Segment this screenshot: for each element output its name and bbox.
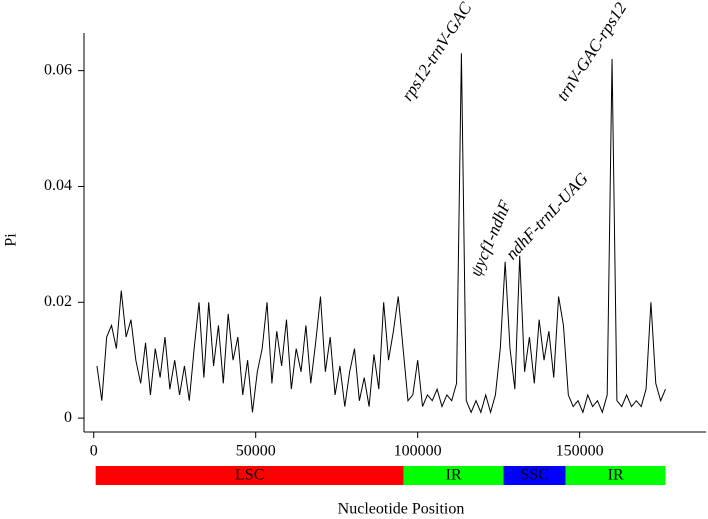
region-bar xyxy=(95,466,404,485)
y-axis-label: Pi xyxy=(3,233,20,247)
region-label: SSC xyxy=(520,467,548,484)
x-tick-label: 50000 xyxy=(236,443,276,460)
annotation: ndhF-trnL-UAG xyxy=(502,169,592,263)
y-tick-label: 0.06 xyxy=(44,61,72,78)
x-axis-label: Nucleotide Position xyxy=(338,501,465,518)
y-tick-label: 0.04 xyxy=(44,177,72,194)
annotation: rps12-trnV-GAC xyxy=(398,0,476,104)
pi-line xyxy=(96,53,666,415)
x-tick-label: 150000 xyxy=(556,443,604,460)
region-bar xyxy=(565,466,666,485)
x-tick-label: 100000 xyxy=(394,443,442,460)
region-label: LSC xyxy=(235,467,264,484)
x-tick-label: 0 xyxy=(90,443,98,460)
region-bar xyxy=(403,466,504,485)
region-label: IR xyxy=(446,467,462,484)
region-bar xyxy=(503,466,566,485)
y-tick-label: 0.02 xyxy=(44,293,72,310)
annotation: trnV-GAC-rps12 xyxy=(553,0,631,104)
y-tick-label: 0 xyxy=(64,409,72,426)
region-label: IR xyxy=(608,467,624,484)
annotation: ψycf1-ndhF xyxy=(466,197,515,279)
